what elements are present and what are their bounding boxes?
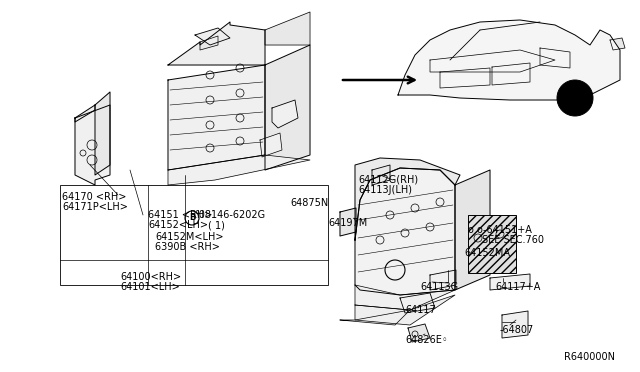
Text: 64170 <RH>: 64170 <RH> [62, 192, 126, 202]
Polygon shape [95, 92, 110, 175]
Bar [468, 215, 516, 273]
Text: 64875N: 64875N [290, 198, 328, 208]
Text: 64151 <RH>: 64151 <RH> [148, 210, 212, 220]
Text: SEE SEC.760: SEE SEC.760 [482, 235, 544, 245]
Text: R640000N: R640000N [564, 352, 615, 362]
Text: -64807: -64807 [500, 325, 534, 335]
Polygon shape [168, 65, 265, 170]
Text: 64113G: 64113G [420, 282, 458, 292]
Polygon shape [398, 20, 620, 100]
Text: 64117+A: 64117+A [495, 282, 540, 292]
Polygon shape [168, 22, 265, 65]
Text: 64197M: 64197M [328, 218, 367, 228]
Text: o o-64151+A: o o-64151+A [468, 225, 532, 235]
Polygon shape [200, 36, 218, 50]
Bar [60, 185, 328, 285]
Polygon shape [260, 133, 282, 157]
Polygon shape [455, 170, 490, 290]
Polygon shape [610, 38, 625, 50]
Text: 64152M<LH>: 64152M<LH> [155, 232, 223, 242]
Text: °08146-6202G: °08146-6202G [194, 210, 265, 220]
Text: 64101<LH>: 64101<LH> [120, 282, 180, 292]
Polygon shape [168, 155, 310, 185]
Polygon shape [265, 45, 310, 170]
Text: 64152<LH>: 64152<LH> [148, 220, 208, 230]
Text: 64117: 64117 [405, 305, 436, 315]
Polygon shape [372, 165, 390, 185]
Text: 64112G(RH): 64112G(RH) [358, 175, 418, 185]
Polygon shape [75, 105, 95, 122]
Text: 64826E◦: 64826E◦ [405, 335, 447, 345]
Text: 64100<RH>: 64100<RH> [120, 272, 181, 282]
Polygon shape [340, 208, 356, 236]
Polygon shape [355, 158, 460, 240]
Polygon shape [440, 68, 490, 88]
Polygon shape [408, 324, 430, 342]
Text: B: B [189, 214, 195, 222]
Polygon shape [272, 100, 298, 128]
Text: 64152MA: 64152MA [464, 248, 510, 258]
Text: 64113J(LH): 64113J(LH) [358, 185, 412, 195]
Polygon shape [355, 285, 455, 310]
Polygon shape [75, 105, 110, 185]
Polygon shape [355, 168, 455, 295]
Polygon shape [400, 293, 435, 313]
Circle shape [557, 80, 593, 116]
Polygon shape [355, 295, 455, 325]
Polygon shape [195, 28, 230, 45]
Polygon shape [430, 270, 456, 290]
Text: ( 1): ( 1) [208, 220, 225, 230]
Polygon shape [502, 311, 528, 338]
Polygon shape [540, 48, 570, 68]
Polygon shape [265, 12, 310, 45]
Polygon shape [492, 63, 530, 85]
Text: 6390B <RH>: 6390B <RH> [155, 242, 220, 252]
Polygon shape [490, 274, 530, 290]
Polygon shape [430, 50, 555, 72]
Polygon shape [340, 310, 410, 325]
Text: 64171P<LH>: 64171P<LH> [62, 202, 128, 212]
